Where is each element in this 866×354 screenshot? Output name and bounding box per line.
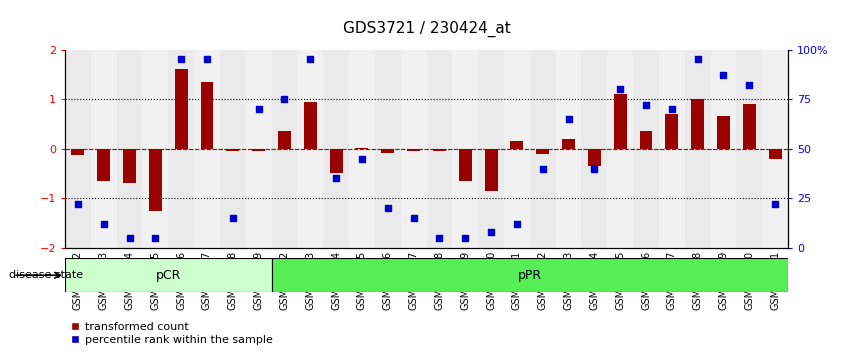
Bar [478, 50, 504, 248]
Bar [530, 50, 556, 248]
Bar [607, 50, 633, 248]
Bar [762, 50, 788, 248]
Bar [691, 99, 704, 149]
Bar [743, 104, 756, 149]
Bar [381, 149, 394, 153]
Bar [71, 149, 84, 155]
Bar [142, 50, 168, 248]
Bar [711, 50, 736, 248]
Text: disease state: disease state [9, 270, 83, 280]
Point [123, 235, 137, 241]
Bar [659, 50, 685, 248]
Text: pPR: pPR [518, 269, 542, 282]
Bar [175, 69, 188, 149]
Legend: transformed count, percentile rank within the sample: transformed count, percentile rank withi… [70, 322, 273, 345]
Bar [252, 149, 265, 151]
Bar [556, 50, 581, 248]
Point [562, 116, 576, 122]
Point [536, 166, 550, 171]
Bar [194, 50, 220, 248]
Bar [201, 82, 213, 149]
Bar [640, 131, 652, 149]
Bar [736, 50, 762, 248]
Bar [117, 50, 142, 248]
Bar [272, 258, 788, 292]
Bar [581, 50, 607, 248]
Point [613, 86, 627, 92]
Bar [297, 50, 323, 248]
Bar [97, 149, 110, 181]
Bar [330, 149, 343, 173]
Text: GDS3721 / 230424_at: GDS3721 / 230424_at [343, 21, 511, 37]
Point [691, 57, 705, 62]
Point [587, 166, 601, 171]
Bar [278, 131, 291, 149]
Point [768, 201, 782, 207]
Bar [355, 148, 368, 149]
Bar [504, 50, 530, 248]
Bar [246, 50, 272, 248]
Point [174, 57, 188, 62]
Bar [149, 149, 162, 211]
Bar [375, 50, 401, 248]
Bar [536, 149, 549, 154]
Bar [562, 139, 575, 149]
Point [71, 201, 85, 207]
Bar [123, 149, 136, 183]
Bar [65, 50, 91, 248]
Bar [407, 149, 420, 151]
Point [148, 235, 162, 241]
Point [716, 73, 730, 78]
Bar [323, 50, 349, 248]
Point [639, 102, 653, 108]
Bar [633, 50, 659, 248]
Bar [588, 149, 601, 166]
Point [381, 205, 395, 211]
Point [458, 235, 472, 241]
Point [252, 106, 266, 112]
Bar [485, 149, 498, 191]
Point [432, 235, 446, 241]
Point [407, 215, 421, 221]
Point [665, 106, 679, 112]
Bar [614, 94, 627, 149]
Point [200, 57, 214, 62]
Bar [665, 114, 678, 149]
Point [277, 96, 291, 102]
Bar [401, 50, 426, 248]
Point [226, 215, 240, 221]
Bar [226, 149, 239, 151]
Point [484, 229, 498, 235]
Bar [272, 50, 297, 248]
Bar [769, 149, 782, 159]
Point [742, 82, 756, 88]
Bar [717, 116, 730, 149]
Bar [91, 50, 117, 248]
Point [97, 221, 111, 227]
Bar [426, 50, 452, 248]
Point [303, 57, 317, 62]
Bar [220, 50, 246, 248]
Point [355, 156, 369, 161]
Bar [459, 149, 472, 181]
Bar [452, 50, 478, 248]
Bar [510, 141, 523, 149]
Bar [168, 50, 194, 248]
Point [510, 221, 524, 227]
Bar [433, 149, 446, 151]
Bar [349, 50, 375, 248]
Bar [685, 50, 711, 248]
Bar [65, 258, 272, 292]
Bar [304, 102, 317, 149]
Text: pCR: pCR [156, 269, 181, 282]
Point [329, 176, 343, 181]
